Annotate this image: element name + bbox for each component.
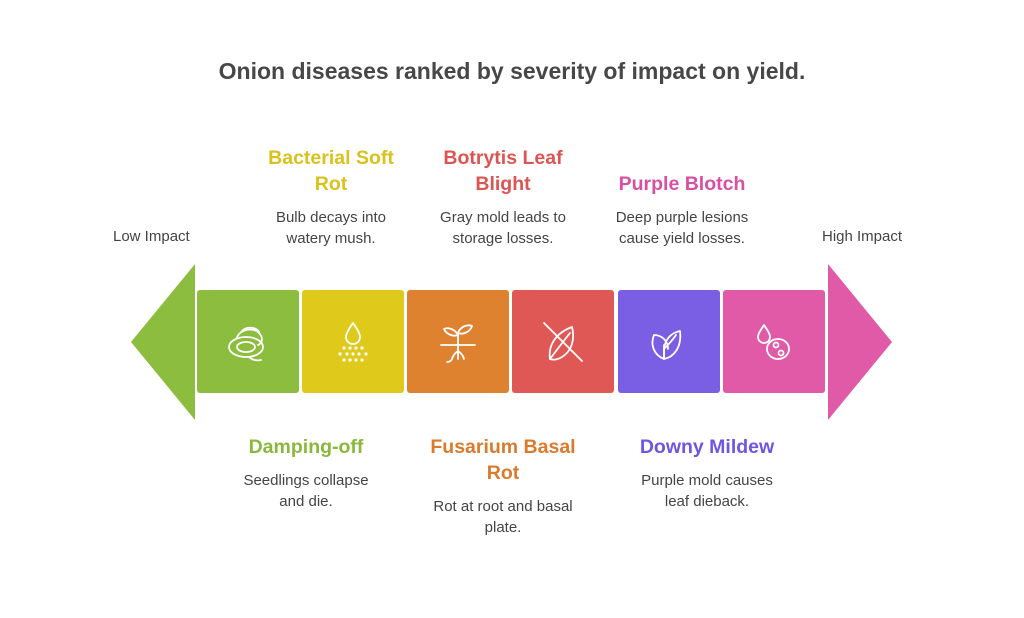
disease-description: Rot at root and basal plate. (433, 498, 573, 536)
label-botrytis-leaf-blight: Botrytis Leaf Blight Gray mold leads to … (408, 145, 598, 249)
label-fusarium-basal-rot: Fusarium Basal Rot Rot at root and basal… (408, 434, 598, 538)
low-impact-label: Low Impact (113, 228, 190, 245)
label-bacterial-soft-rot: Bacterial Soft Rot Bulb decays into wate… (236, 145, 426, 249)
stage-box-fusarium-basal-rot (407, 290, 509, 393)
disease-description: Gray mold leads to storage losses. (440, 209, 566, 247)
water-drop-icon (338, 321, 368, 362)
disease-name: Downy Mildew (639, 436, 775, 458)
arrow-head-right (828, 264, 892, 420)
stage-box-bacterial-soft-rot (302, 290, 404, 393)
disease-name: Bacterial Soft Rot (268, 147, 394, 195)
stage-box-damping-off (197, 290, 299, 393)
label-downy-mildew: Downy Mildew Purple mold causes leaf die… (612, 434, 802, 512)
label-damping-off: Damping-off Seedlings collapse and die. (211, 434, 401, 512)
disease-name: Damping-off (248, 436, 364, 458)
stage-box-downy-mildew (618, 290, 720, 393)
leaf-off-icon (543, 321, 583, 362)
onion-bulb-icon (228, 326, 264, 361)
disease-description: Bulb decays into watery mush. (275, 209, 387, 247)
spots-icon (757, 323, 790, 360)
label-purple-blotch: Purple Blotch Deep purple lesions cause … (587, 171, 777, 249)
stage-box-purple-blotch (723, 290, 825, 393)
disease-name: Purple Blotch (618, 173, 746, 195)
disease-description: Seedlings collapse and die. (243, 472, 369, 510)
disease-name: Fusarium Basal Rot (430, 436, 576, 484)
high-impact-label: High Impact (822, 228, 903, 245)
arrow-head-left (131, 264, 195, 420)
disease-description: Deep purple lesions cause yield losses. (615, 209, 749, 247)
disease-name: Botrytis Leaf Blight (443, 147, 563, 195)
leaf-icon (651, 329, 682, 360)
page-title: Onion diseases ranked by severity of imp… (218, 58, 806, 84)
disease-description: Purple mold causes leaf dieback. (641, 472, 773, 510)
sprout-roots-icon (440, 324, 476, 363)
stage-box-botrytis-leaf-blight (512, 290, 614, 393)
